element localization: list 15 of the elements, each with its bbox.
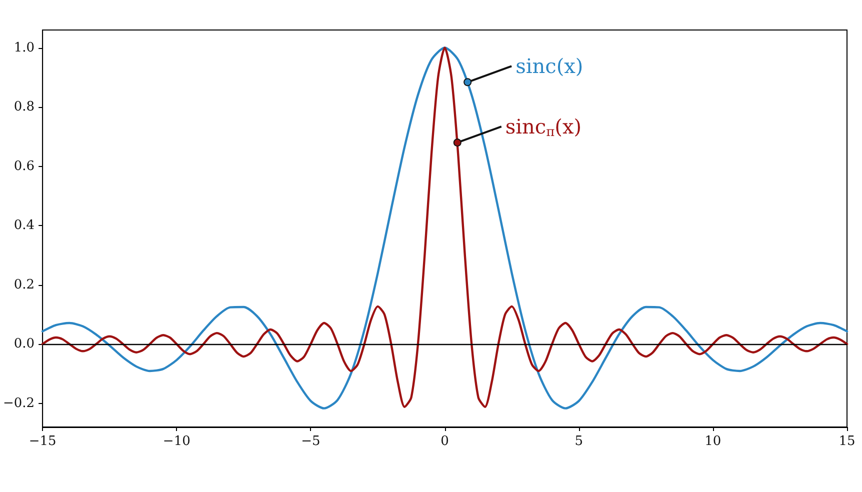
x-tick-label: 5 xyxy=(574,434,583,449)
x-tick-label: −10 xyxy=(162,434,190,449)
y-tick-label: 0.2 xyxy=(14,277,35,292)
x-tick-label: 0 xyxy=(440,434,449,449)
y-tick-label: −0.2 xyxy=(2,396,35,411)
y-tick-label: 1.0 xyxy=(14,40,35,56)
x-tick-label: 15 xyxy=(838,434,856,449)
annotation: sinc(x) xyxy=(516,54,584,78)
x-tick-label: −5 xyxy=(301,434,320,449)
y-tick-label: 0.6 xyxy=(14,158,35,174)
x-tick-label: 10 xyxy=(704,434,722,449)
y-tick-label: 0.8 xyxy=(14,100,35,115)
y-tick-label: 0.4 xyxy=(14,218,35,234)
x-tick-label: −15 xyxy=(28,434,56,449)
y-tick-label: 0.0 xyxy=(14,336,35,352)
